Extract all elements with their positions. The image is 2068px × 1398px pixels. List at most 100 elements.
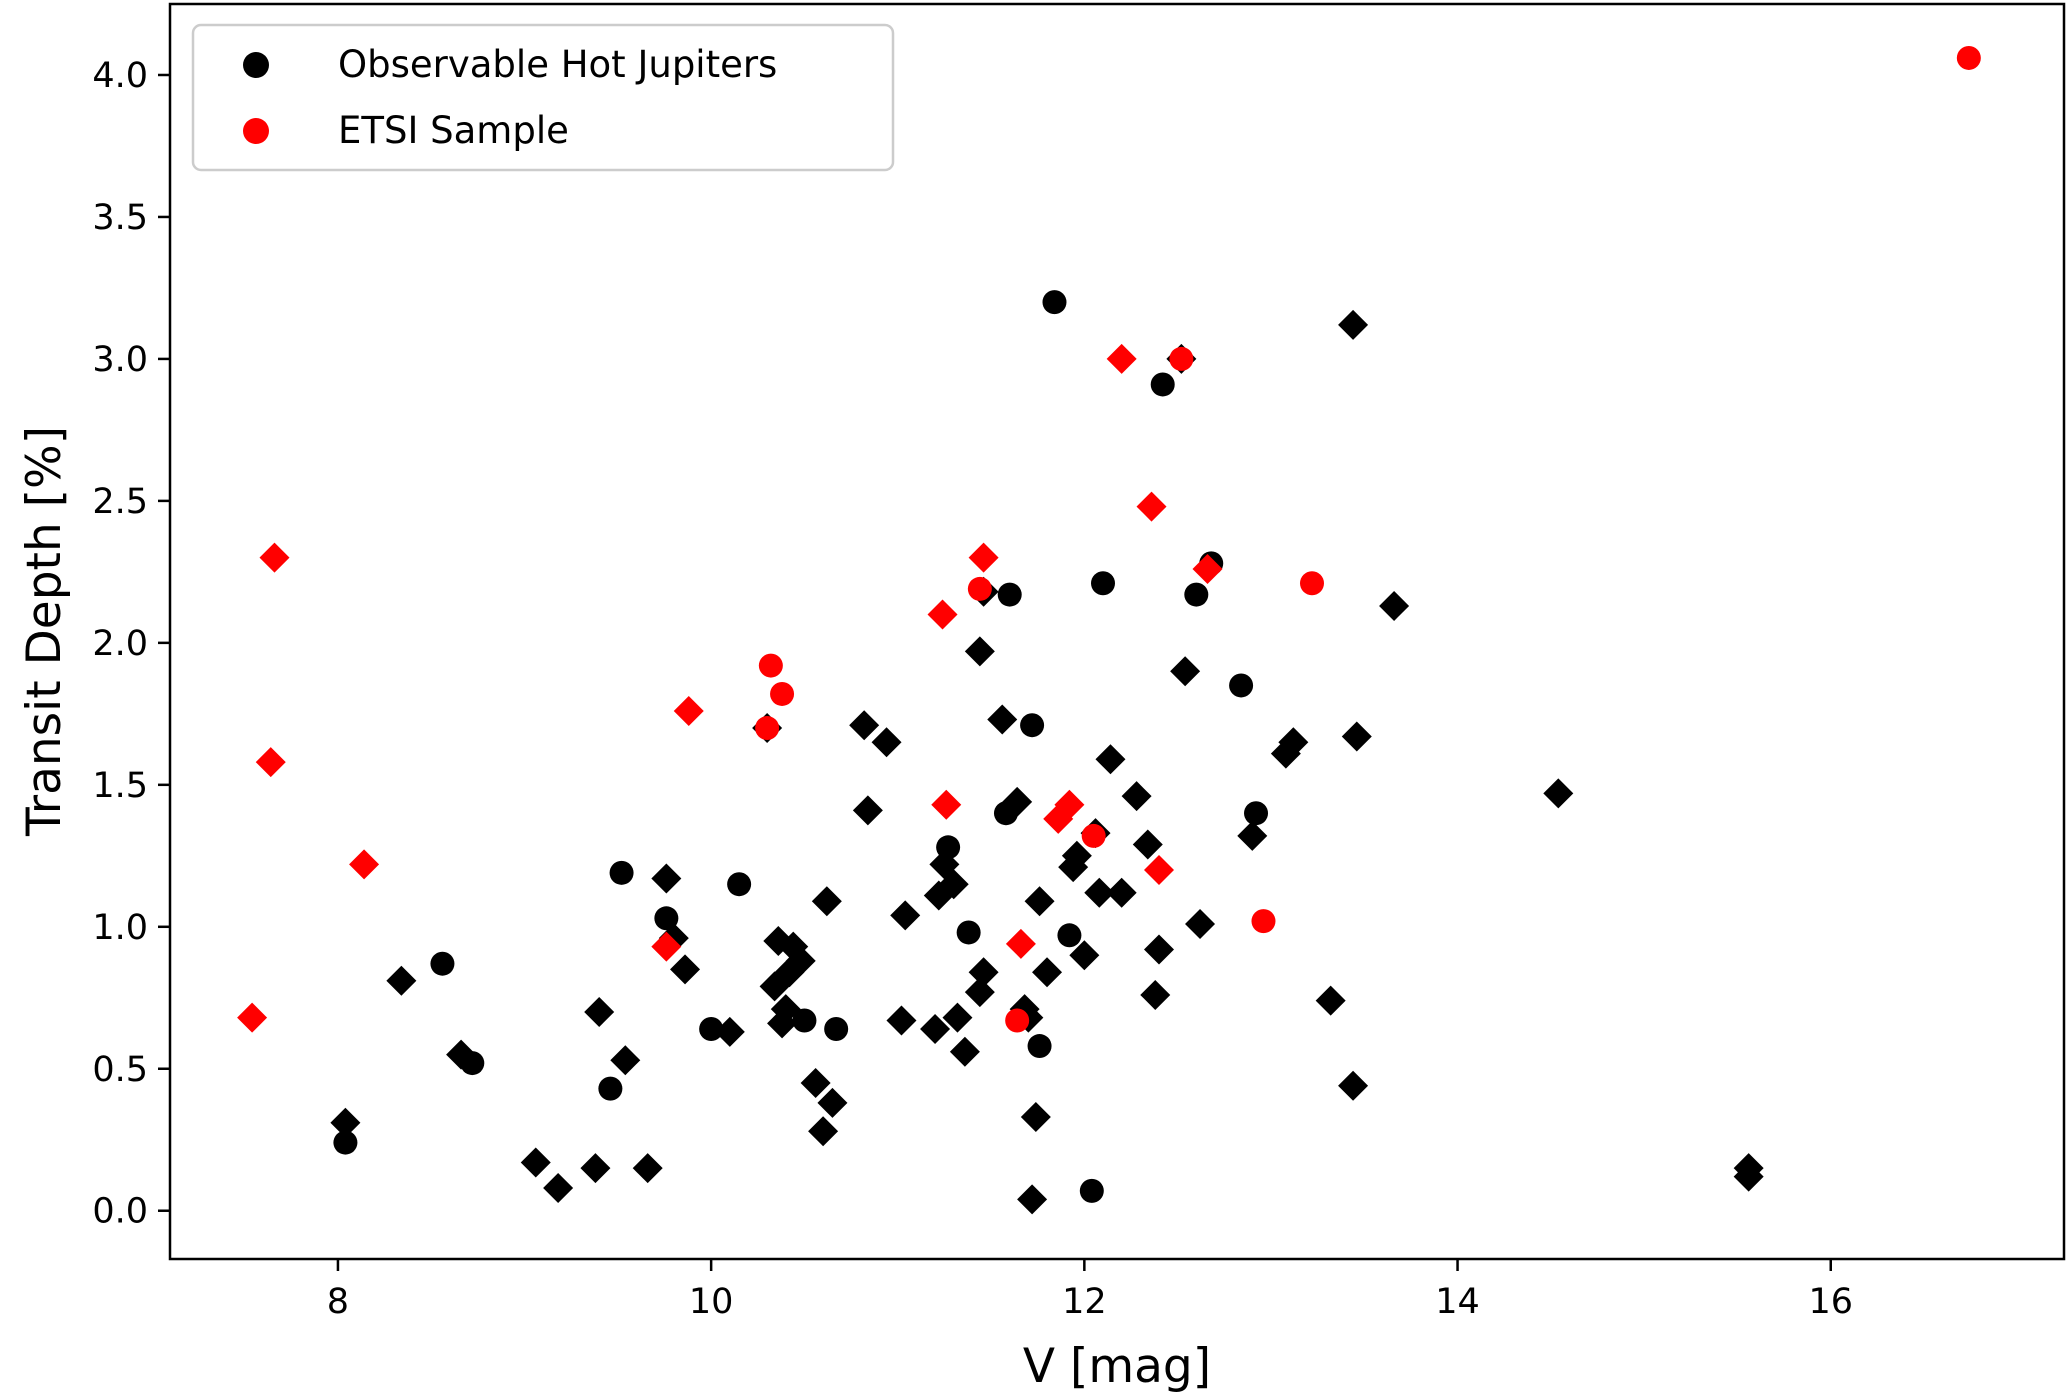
hot-jupiter-circle-point: [1091, 571, 1116, 596]
hot-jupiter-diamond-point: [1379, 590, 1410, 621]
hot-jupiter-circle-point: [997, 582, 1022, 607]
hot-jupiter-circle-point: [956, 920, 981, 945]
y-tick-label: 3.5: [92, 198, 148, 238]
etsi-diamond-point: [1143, 855, 1174, 886]
hot-jupiter-circle-point: [460, 1051, 485, 1076]
hot-jupiter-circle-point: [1184, 582, 1209, 607]
hot-jupiter-diamond-point: [1032, 957, 1063, 988]
hot-jupiter-circle-point: [1150, 372, 1175, 397]
etsi-diamond-point: [1106, 343, 1137, 374]
hot-jupiter-diamond-point: [886, 1005, 917, 1036]
etsi-diamond-point: [1005, 928, 1036, 959]
hot-jupiter-diamond-point: [330, 1107, 361, 1138]
hot-jupiter-diamond-point: [852, 795, 883, 826]
hot-jupiter-diamond-point: [584, 996, 615, 1027]
hot-jupiter-diamond-point: [1095, 744, 1126, 775]
y-axis: 0.0 0.5 1.0 1.5 2.0 2.5 3.0 3.5 4.0: [92, 56, 170, 1232]
x-tick-label: 8: [327, 1282, 349, 1322]
etsi-circle-point: [755, 716, 780, 741]
legend-box: [191, 23, 895, 172]
hot-jupiter-circle-point: [792, 1008, 817, 1033]
hot-jupiter-diamond-point: [1132, 829, 1163, 860]
plot-area-frame: [168, 2, 2066, 1261]
hot-jupiter-diamond-point: [811, 886, 842, 917]
x-axis: 8 10 12 14 16: [327, 1259, 1853, 1322]
hot-jupiter-diamond-point: [1106, 877, 1137, 908]
x-tick-label: 16: [1808, 1282, 1853, 1322]
y-tick-label: 0.5: [92, 1050, 148, 1090]
hot-jupiter-circle-point: [1057, 923, 1082, 948]
hot-jupiter-diamond-point: [817, 1087, 848, 1118]
hot-jupiter-diamond-point: [1278, 727, 1309, 758]
etsi-diamond-point: [349, 849, 380, 880]
etsi-circle-point: [1299, 571, 1324, 596]
hot-jupiter-diamond-point: [890, 900, 921, 931]
hot-jupiter-diamond-point: [580, 1153, 611, 1184]
legend-label-observable-hot-jupiters: Observable Hot Jupiters: [338, 43, 777, 86]
y-tick-label: 2.0: [92, 624, 148, 664]
hot-jupiter-diamond-point: [714, 1016, 745, 1047]
hot-jupiter-diamond-point: [808, 1116, 839, 1147]
hot-jupiter-diamond-point: [1338, 309, 1369, 340]
legend-label-etsi-sample: ETSI Sample: [338, 109, 569, 152]
hot-jupiter-circle-point: [699, 1017, 724, 1042]
etsi-diamond-point: [259, 542, 290, 573]
etsi-circle-point: [1081, 823, 1106, 848]
hot-jupiter-diamond-point: [1143, 934, 1174, 965]
etsi-circle-point: [758, 653, 783, 678]
legend-marker-observable-hot-jupiters: [243, 52, 269, 78]
hot-jupiter-diamond-point: [610, 1045, 641, 1076]
hot-jupiter-diamond-point: [987, 704, 1018, 735]
hot-jupiter-diamond-point: [1017, 1184, 1048, 1215]
hot-jupiter-circle-point: [1042, 290, 1067, 315]
hot-jupiter-diamond-point: [1024, 886, 1055, 917]
hot-jupiter-circle-point: [333, 1130, 358, 1155]
hot-jupiter-diamond-point: [1543, 778, 1574, 809]
x-tick-label: 12: [1062, 1282, 1107, 1322]
hot-jupiter-circle-point: [654, 906, 679, 931]
hot-jupiter-circle-point: [727, 872, 752, 897]
hot-jupiter-circle-point: [824, 1017, 849, 1042]
hot-jupiter-circle-point: [1020, 713, 1045, 738]
hot-jupiter-diamond-point: [1020, 1102, 1051, 1133]
hot-jupiter-diamond-point: [920, 1014, 951, 1045]
hot-jupiter-circle-point: [1229, 673, 1254, 698]
hot-jupiter-diamond-point: [1121, 781, 1152, 812]
hot-jupiter-diamond-point: [1084, 877, 1115, 908]
etsi-diamond-point: [968, 542, 999, 573]
hot-jupiter-diamond-point: [651, 863, 682, 894]
etsi-diamond-point: [237, 1002, 268, 1033]
hot-jupiter-diamond-point: [670, 954, 701, 985]
hot-jupiter-diamond-point: [964, 636, 995, 667]
y-axis-label: Transit Depth [%]: [17, 426, 72, 837]
y-tick-label: 1.0: [92, 908, 148, 948]
legend: Observable Hot Jupiters ETSI Sample: [191, 23, 895, 172]
hot-jupiter-circle-point: [430, 951, 455, 976]
legend-marker-etsi-sample: [243, 118, 269, 144]
hot-jupiter-diamond-point: [1315, 985, 1346, 1016]
hot-jupiter-diamond-point: [1341, 721, 1372, 752]
hot-jupiter-diamond-point: [785, 945, 816, 976]
etsi-circle-point: [1169, 346, 1194, 371]
hot-jupiter-diamond-point: [938, 869, 969, 900]
hot-jupiter-diamond-point: [1140, 979, 1171, 1010]
etsi-diamond-point: [673, 696, 704, 727]
hot-jupiter-diamond-point: [1170, 656, 1201, 687]
hot-jupiter-diamond-point: [1237, 820, 1268, 851]
etsi-diamond-point: [1054, 789, 1085, 820]
hot-jupiter-diamond-point: [964, 977, 995, 1008]
hot-jupiter-diamond-point: [1002, 786, 1033, 817]
etsi-circle-point: [967, 576, 992, 601]
hot-jupiter-diamond-point: [871, 727, 902, 758]
etsi-diamond-point: [255, 747, 286, 778]
x-tick-label: 10: [689, 1282, 734, 1322]
etsi-diamond-point: [1136, 491, 1167, 522]
hot-jupiter-diamond-point: [1733, 1161, 1764, 1192]
x-tick-label: 14: [1435, 1282, 1480, 1322]
y-tick-label: 3.0: [92, 340, 148, 380]
hot-jupiter-diamond-point: [949, 1036, 980, 1067]
hot-jupiter-diamond-point: [968, 957, 999, 988]
hot-jupiter-diamond-point: [1185, 908, 1216, 939]
